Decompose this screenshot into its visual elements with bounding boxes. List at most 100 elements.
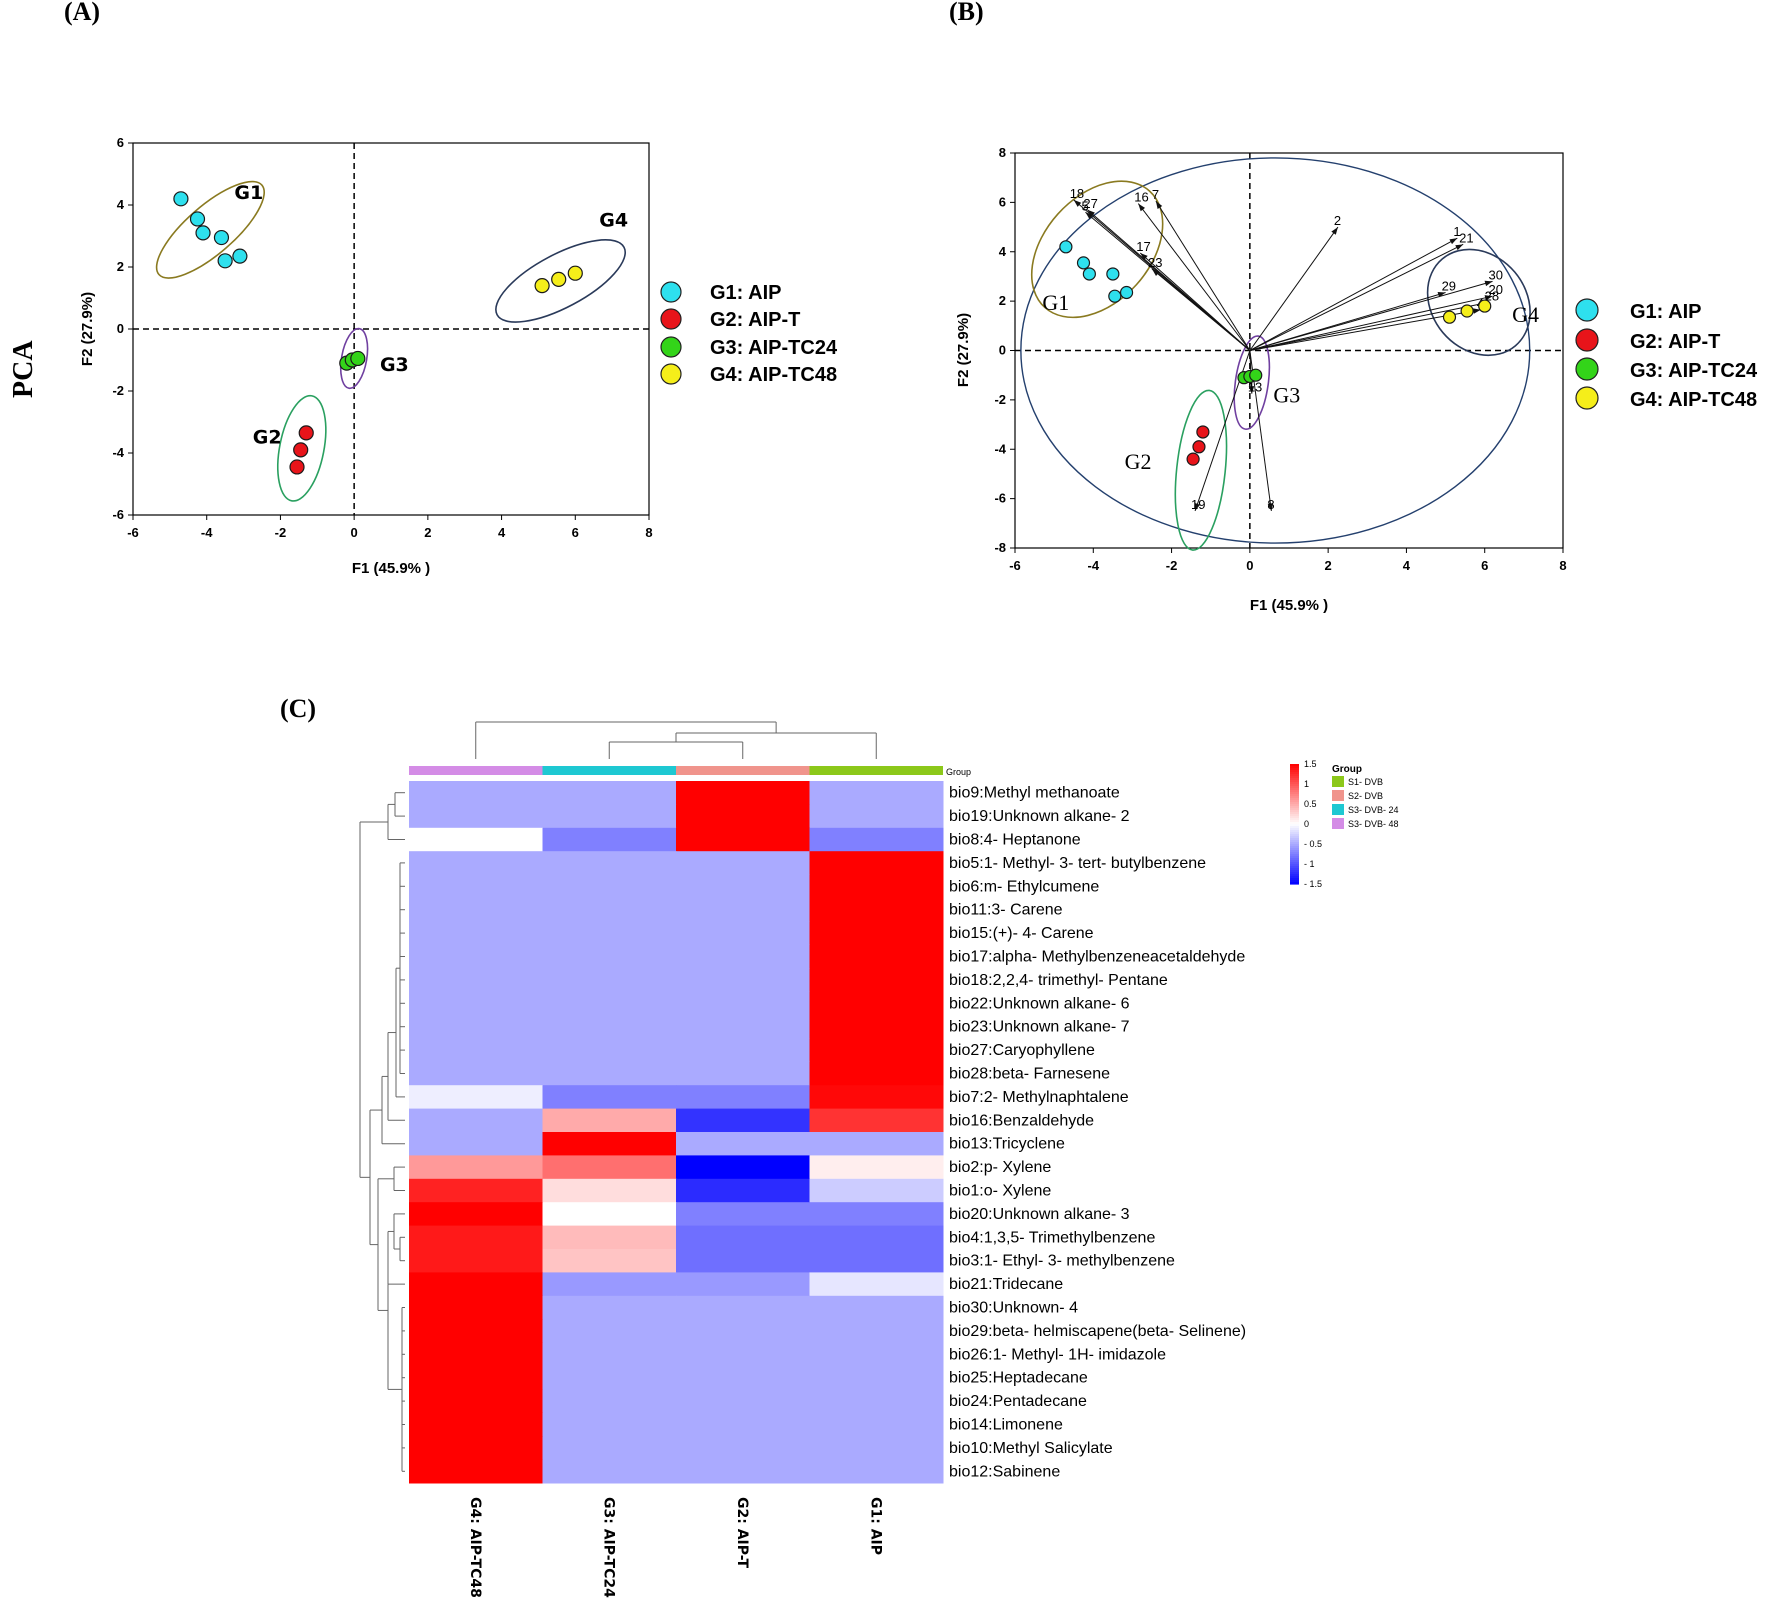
colorbar: 1.5 1 0.5 0 - 0.5 - 1 - 1.5 [1290, 759, 1322, 889]
loading-vector [1139, 252, 1251, 351]
heatmap-cell [676, 781, 810, 805]
colorbar-step [1290, 800, 1299, 803]
row-label: bio7:2- Methylnaphtalene [949, 1089, 1129, 1106]
vector-label: 30 [1489, 267, 1503, 282]
colorbar-step [1290, 842, 1299, 845]
heatmap-cell [409, 1366, 543, 1390]
heatmap-cell [409, 1155, 543, 1180]
x-tick-label: 8 [1559, 558, 1566, 573]
vector-label: 20 [1489, 282, 1503, 297]
vector-label: 23 [1148, 255, 1162, 270]
loading-vector [1249, 243, 1464, 351]
point-g1 [1106, 267, 1120, 281]
vector-arrowhead [1140, 252, 1148, 261]
heatmap-cell [409, 827, 543, 852]
vector-arrowhead [1073, 199, 1082, 207]
heatmap-cell [809, 1155, 944, 1180]
pca-side-label: PCA [8, 340, 39, 398]
heatmap-cell [409, 804, 543, 829]
colorbar-step [1290, 838, 1299, 841]
heatmap-cell [542, 1108, 677, 1133]
colorbar-step [1290, 768, 1299, 771]
heatmap-cell [409, 991, 543, 1016]
group-legend: Group S1- DVB S2- DVB S3- DVB- 24 S3- DVB- 4… [1332, 764, 1399, 829]
confidence-ellipse-g3 [339, 327, 369, 390]
heatmap-cell [676, 1295, 810, 1320]
heatmap-cell [676, 968, 810, 993]
heatmap-cell [409, 1132, 543, 1156]
group-label-g4: G4 [599, 210, 628, 232]
point-g4 [1478, 299, 1492, 313]
heatmap-cell [409, 1178, 543, 1203]
legend-b-label-g3: G3: AIP-TC24 [1630, 360, 1758, 382]
column-label: G2: AIP-T [734, 1497, 750, 1569]
heatmap-cell [542, 991, 677, 1016]
heatmap-cell [676, 827, 810, 852]
heatmap-cell [542, 1038, 677, 1063]
confidence-ellipse-g1 [1030, 180, 1164, 319]
row-label: bio25:Heptadecane [949, 1370, 1088, 1387]
x-tick-label: 0 [1246, 558, 1253, 573]
legend-a: G1: AIP G2: AIP-T G3: AIP-TC24 G4: AIP-T… [660, 281, 838, 386]
loading-vector [1249, 309, 1481, 351]
legend-a-marker-g1 [660, 281, 682, 303]
loading-vector [1249, 226, 1339, 351]
heatmap-cell [809, 1272, 944, 1297]
heatmap-cell [809, 1178, 944, 1203]
row-label: bio23:Unknown alkane- 7 [949, 1019, 1130, 1036]
row-label: bio19:Unknown alkane- 2 [949, 808, 1130, 825]
row-label: bio22:Unknown alkane- 6 [949, 995, 1130, 1012]
pca-score-plot: -6 -4 -2 0 2 4 6 8 -6 -4 -2 0 2 4 6 G1 G2 G3 G4 F1 (45.9%… [79, 135, 653, 577]
colorbar-step [1290, 872, 1299, 875]
heatmap-cell [676, 944, 810, 969]
x-tick-label: -2 [1166, 558, 1178, 573]
colorbar-step [1290, 814, 1299, 817]
row-label: bio10:Methyl Salicylate [949, 1440, 1113, 1457]
row-label: bio8:4- Heptanone [949, 832, 1081, 849]
x-tick-label: -4 [201, 525, 213, 540]
group-legend-swatch [1332, 790, 1344, 801]
vector-label: 21 [1459, 230, 1473, 245]
row-label: bio13:Tricyclene [949, 1136, 1065, 1153]
heatmap-cell [809, 781, 944, 805]
y-tick-label: 2 [999, 293, 1006, 308]
heatmap-cell [542, 1132, 677, 1156]
vector-arrowhead [1455, 244, 1464, 251]
heatmap-cell [676, 1412, 810, 1437]
panel-label-b: (B) [949, 0, 984, 26]
row-label: bio16:Benzaldehyde [949, 1112, 1094, 1129]
heatmap-cell [676, 1342, 810, 1367]
vector-arrowhead [1331, 227, 1338, 235]
colorbar-step [1290, 812, 1299, 815]
heatmap-cell [809, 921, 944, 946]
group-label-g3: G3 [380, 354, 409, 376]
colorbar-step [1290, 824, 1299, 827]
point-g1 [217, 253, 233, 269]
vector-label: 2 [1334, 213, 1341, 228]
vector-arrowhead [1472, 308, 1481, 314]
point-g1 [195, 225, 211, 241]
y-tick-label: 6 [999, 194, 1006, 209]
colorbar-step [1290, 864, 1299, 867]
colorbar-step [1290, 856, 1299, 859]
row-label: bio17:alpha- Methylbenzeneacetaldehyde [949, 949, 1245, 966]
score-points-b [1059, 240, 1492, 466]
heatmap-cell [542, 1459, 677, 1484]
heatmap-cell [542, 804, 677, 829]
column-labels: G4: AIP-TC48 G3: AIP-TC24 G2: AIP-T G1: AIP [467, 1497, 884, 1598]
point-g4 [551, 271, 567, 287]
heatmap-cell [809, 1085, 944, 1110]
legend-a-label-g4: G4: AIP-TC48 [710, 364, 837, 386]
loading-vector [1249, 295, 1493, 351]
dendrograms [359, 721, 877, 1472]
colorbar-step [1290, 834, 1299, 837]
vector-arrowhead [1437, 291, 1446, 298]
row-label: bio20:Unknown alkane- 3 [949, 1206, 1130, 1223]
heatmap-cell [809, 1436, 944, 1461]
point-g3 [350, 350, 366, 367]
y-tick-label: 0 [999, 343, 1006, 358]
vector-arrowhead [1484, 280, 1493, 287]
row-label: bio18:2,2,4- trimethyl- Pentane [949, 972, 1168, 989]
colorbar-step [1290, 764, 1299, 767]
